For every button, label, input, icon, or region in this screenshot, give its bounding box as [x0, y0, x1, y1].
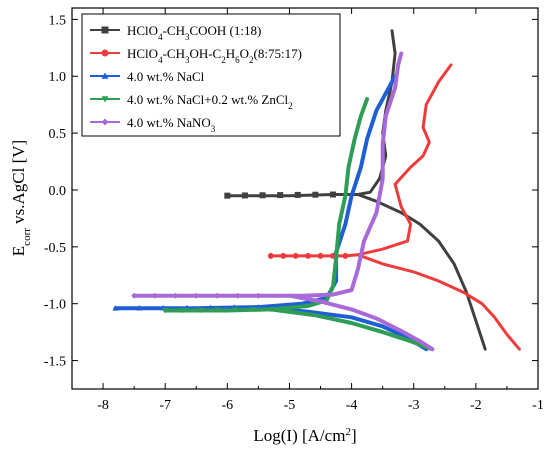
y-tick-label: -1.0: [44, 298, 66, 313]
x-tick-label: -2: [470, 398, 482, 413]
legend-label: 4.0 wt.% NaCl+0.2 wt.% ZnCl2: [127, 92, 293, 111]
series-marker: [232, 307, 239, 313]
series-marker: [305, 252, 312, 259]
series-4: [131, 51, 435, 352]
series-marker: [101, 72, 109, 79]
series-marker: [215, 307, 222, 313]
y-axis-title: Ecorr vs.AgCl [V]: [9, 140, 33, 256]
series-3: [162, 97, 435, 352]
series-marker: [329, 191, 336, 198]
series-line: [132, 51, 404, 298]
series-marker: [241, 192, 248, 199]
series-marker: [312, 191, 319, 198]
legend-label: HClO4-CH3COOH (1:18): [127, 23, 261, 42]
legend-entry: 4.0 wt.% NaCl: [90, 69, 205, 84]
series-marker: [197, 307, 204, 314]
series-layer: [112, 29, 521, 352]
series-marker: [255, 292, 262, 299]
series-marker: [162, 308, 169, 314]
series-marker: [267, 252, 274, 259]
x-tick-label: -1: [532, 398, 544, 413]
series-marker: [193, 292, 200, 299]
series-marker: [317, 252, 324, 259]
series-branch-line: [356, 253, 521, 351]
series-marker: [101, 26, 109, 34]
series-branch-line: [268, 307, 435, 352]
series-marker: [101, 49, 109, 57]
series-marker: [277, 192, 284, 199]
series-branch-line: [356, 193, 487, 351]
series-marker: [259, 192, 266, 199]
plot-frame: [71, 7, 539, 390]
series-marker: [101, 118, 109, 126]
x-tick-label: -8: [97, 398, 109, 413]
series-marker: [213, 292, 220, 299]
series-marker: [292, 252, 299, 259]
series-marker: [172, 292, 179, 299]
series-marker: [151, 292, 158, 299]
series-marker: [112, 305, 119, 311]
legend-label: 4.0 wt.% NaNO3: [127, 115, 216, 134]
y-tick-label: -0.5: [44, 241, 66, 256]
series-marker: [131, 292, 138, 299]
x-tick-label: -5: [284, 398, 296, 413]
series-marker: [342, 252, 349, 259]
y-tick-label: 1.5: [49, 13, 67, 28]
legend-entry: 4.0 wt.% NaNO3: [90, 115, 216, 134]
series-marker: [179, 307, 186, 314]
legend-entry: 4.0 wt.% NaCl+0.2 wt.% ZnCl2: [90, 92, 293, 111]
series-line: [269, 63, 453, 258]
axis-ticks: -8 -7 -6 -5 -4 -3 -2 -1 -1.5 -1.0 -0.5 0.0 0.5 1.0 1.5: [44, 8, 544, 413]
legend-label: 4.0 wt.% NaCl: [127, 69, 205, 84]
y-tick-label: 0.5: [49, 127, 67, 142]
legend-entry: HClO4-CH3OH-C2H6O2(8:75:17): [90, 46, 302, 65]
y-tick-label: -1.5: [44, 355, 66, 370]
legend-entry: HClO4-CH3COOH (1:18): [90, 23, 261, 42]
series-marker: [224, 192, 231, 199]
x-axis-title: Log(I) [A/cm2]: [253, 426, 356, 445]
series-marker: [250, 307, 257, 313]
x-tick-label: -7: [159, 398, 171, 413]
series-marker: [294, 191, 301, 198]
x-tick-label: -3: [408, 398, 420, 413]
legend-box: [81, 13, 341, 137]
series-marker: [280, 252, 287, 259]
series-marker: [136, 305, 143, 311]
y-tick-label: 0.0: [49, 184, 67, 199]
legend: HClO4-CH3COOH (1:18) HClO4-CH3OH-C2H6O2(8…: [81, 13, 341, 137]
y-tick-label: 1.0: [49, 70, 67, 85]
series-marker: [267, 306, 274, 313]
legend-label: HClO4-CH3OH-C2H6O2(8:75:17): [127, 46, 302, 65]
x-tick-label: -6: [221, 398, 233, 413]
x-tick-label: -4: [346, 398, 358, 413]
series-marker: [234, 292, 241, 299]
series-marker: [101, 96, 109, 103]
series-branch-line: [287, 293, 435, 352]
series-branch-line: [256, 305, 429, 352]
legend-items: HClO4-CH3COOH (1:18) HClO4-CH3OH-C2H6O2(8…: [90, 23, 302, 134]
